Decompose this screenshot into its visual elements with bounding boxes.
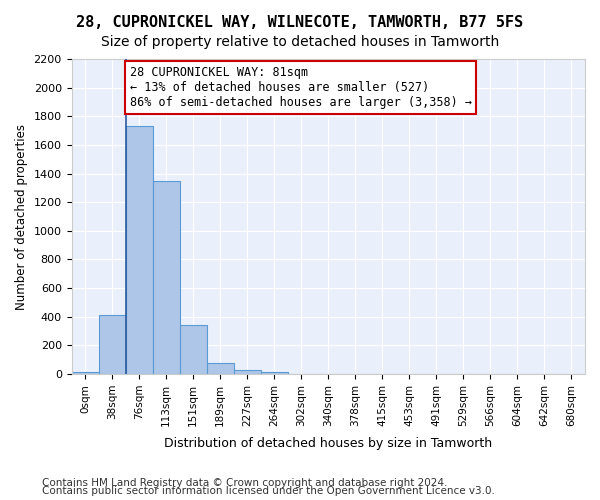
Text: 28 CUPRONICKEL WAY: 81sqm
← 13% of detached houses are smaller (527)
86% of semi: 28 CUPRONICKEL WAY: 81sqm ← 13% of detac…: [130, 66, 472, 109]
Text: Size of property relative to detached houses in Tamworth: Size of property relative to detached ho…: [101, 35, 499, 49]
Bar: [206, 364, 233, 374]
Bar: [152, 182, 179, 374]
Bar: [98, 316, 125, 374]
Bar: [71, 372, 98, 374]
Bar: [261, 372, 288, 374]
X-axis label: Distribution of detached houses by size in Tamworth: Distribution of detached houses by size …: [164, 437, 493, 450]
Bar: [179, 326, 206, 374]
Text: Contains HM Land Registry data © Crown copyright and database right 2024.: Contains HM Land Registry data © Crown c…: [42, 478, 448, 488]
Y-axis label: Number of detached properties: Number of detached properties: [15, 124, 28, 310]
Text: Contains public sector information licensed under the Open Government Licence v3: Contains public sector information licen…: [42, 486, 495, 496]
Text: 28, CUPRONICKEL WAY, WILNECOTE, TAMWORTH, B77 5FS: 28, CUPRONICKEL WAY, WILNECOTE, TAMWORTH…: [76, 15, 524, 30]
Bar: [233, 370, 261, 374]
Bar: [125, 126, 152, 374]
